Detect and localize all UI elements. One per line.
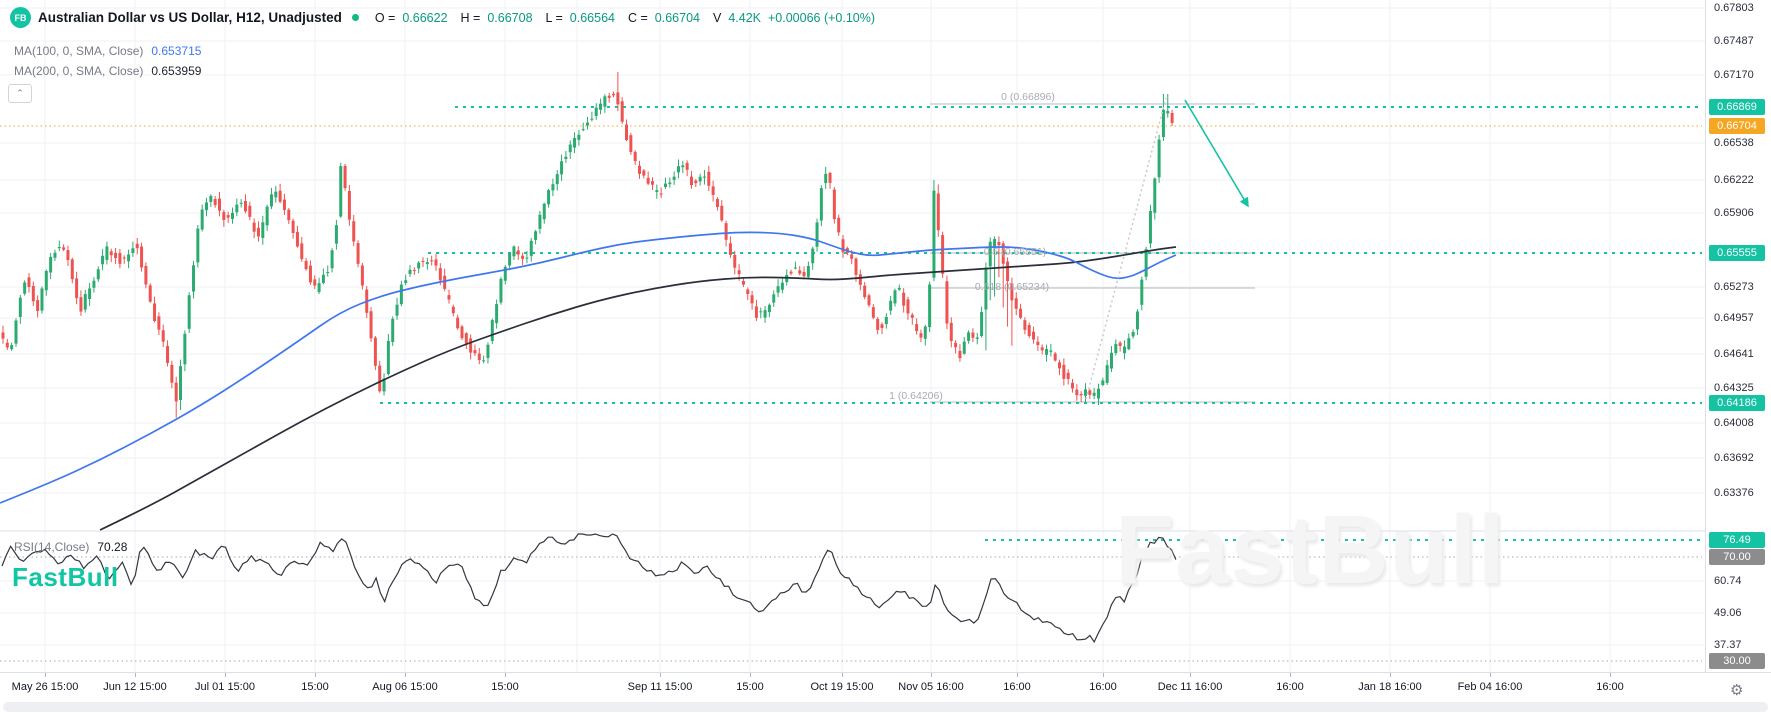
price-axis-badge: 0.64186 [1709, 395, 1765, 411]
time-tick-mark [45, 673, 46, 677]
time-tick-mark [505, 673, 506, 677]
volume-value: 4.42K [728, 10, 761, 25]
price-axis-label: 0.66538 [1714, 137, 1754, 149]
rsi-axis-label: 37.37 [1714, 639, 1742, 651]
symbol-title: Australian Dollar vs US Dollar, H12, Una… [38, 10, 342, 25]
time-tick-mark [842, 673, 843, 677]
price-axis-label: 0.66222 [1714, 174, 1754, 186]
time-axis-label: 16:00 [1003, 681, 1031, 693]
chart-header: FB Australian Dollar vs US Dollar, H12, … [10, 7, 875, 28]
time-tick-mark [660, 673, 661, 677]
time-tick-mark [135, 673, 136, 677]
fib-label: 1 (0.64206) [889, 390, 943, 402]
fib-label: 0.618 (0.65234) [974, 281, 1050, 293]
time-tick-mark [225, 673, 226, 677]
time-tick-mark [1390, 673, 1391, 677]
fastbull-wordmark: FastBull [12, 562, 119, 592]
status-dot-icon [351, 14, 359, 21]
time-axis-label: Aug 06 15:00 [372, 681, 438, 693]
rsi-value: 70.28 [97, 540, 128, 554]
ma200-label: MA(200, 0, SMA, Close) [14, 64, 144, 78]
time-axis-label: Nov 05 16:00 [898, 681, 964, 693]
rsi-legend[interactable]: RSI(14,Close) 70.28 [14, 540, 127, 554]
time-axis-label: Sep 11 15:00 [627, 681, 693, 693]
time-axis-label: Jun 12 15:00 [103, 681, 167, 693]
rsi-axis-label: 60.74 [1714, 575, 1742, 587]
time-axis-label: Jul 01 15:00 [195, 681, 255, 693]
close-label: C = [627, 10, 648, 25]
open-label: O = [374, 10, 396, 25]
time-axis-label: May 26 15:00 [11, 681, 79, 693]
time-tick-mark [1017, 673, 1018, 677]
low-value: 0.66564 [569, 10, 615, 25]
rsi-axis-badge: 76.49 [1709, 532, 1765, 548]
time-tick-mark [1610, 673, 1611, 677]
price-axis-label: 0.67487 [1714, 35, 1754, 47]
time-tick-mark [750, 673, 751, 677]
price-axis-badge: 0.66869 [1709, 99, 1765, 115]
price-axis-label: 0.63376 [1714, 487, 1754, 499]
high-value: 0.66708 [487, 10, 533, 25]
price-axis-label: 0.64008 [1714, 417, 1754, 429]
price-axis-label: 0.65273 [1714, 281, 1754, 293]
time-tick-mark [1290, 673, 1291, 677]
time-axis[interactable]: May 26 15:00 Jun 12 15:00 Jul 01 15:00 15:0… [0, 672, 1771, 702]
change-value: +0.00066 (+0.10%) [768, 10, 876, 25]
price-axis-label: 0.67803 [1714, 2, 1754, 14]
time-axis-label: 15:00 [301, 681, 329, 693]
time-axis-label: Feb 04 16:00 [1457, 681, 1523, 693]
time-axis-label: 15:00 [491, 681, 519, 693]
price-axis-label: 0.64325 [1714, 382, 1754, 394]
time-axis-label: 15:00 [736, 681, 764, 693]
high-label: H = [460, 10, 481, 25]
price-axis-badge: 0.66704 [1709, 118, 1765, 134]
ma100-legend[interactable]: MA(100, 0, SMA, Close) 0.653715 [14, 44, 201, 58]
time-tick-mark [931, 673, 932, 677]
fib-label: 0 (0.66896) [1001, 91, 1055, 103]
ma200-legend[interactable]: MA(200, 0, SMA, Close) 0.653959 [14, 64, 201, 78]
rsi-label: RSI(14,Close) [14, 540, 90, 554]
time-axis-label: Oct 19 15:00 [810, 681, 874, 693]
low-label: L = [545, 10, 563, 25]
fastbull-logo-badge[interactable]: FB [10, 7, 31, 28]
rsi-axis-label: 49.06 [1714, 607, 1742, 619]
ma200-value: 0.653959 [151, 64, 202, 78]
time-tick-mark [405, 673, 406, 677]
settings-gear-icon[interactable]: ⚙ [1730, 682, 1744, 699]
horizontal-scrollbar[interactable] [3, 702, 1768, 712]
price-axis-label: 0.64957 [1714, 312, 1754, 324]
fib-label: 0.5 (0.65551) [983, 246, 1047, 258]
open-value: 0.66622 [402, 10, 448, 25]
time-axis-label: 16:00 [1089, 681, 1117, 693]
collapse-button[interactable]: ⌃ [8, 84, 32, 103]
price-axis-badge: 0.65555 [1709, 245, 1765, 261]
time-axis-label: Jan 18 16:00 [1358, 681, 1422, 693]
ma100-value: 0.653715 [151, 44, 202, 58]
ma100-label: MA(100, 0, SMA, Close) [14, 44, 144, 58]
time-tick-mark [1103, 673, 1104, 677]
price-axis-label: 0.64641 [1714, 348, 1754, 360]
candles [1, 72, 1174, 418]
close-value: 0.66704 [654, 10, 700, 25]
price-axis-label: 0.63692 [1714, 452, 1754, 464]
time-axis-label: 16:00 [1596, 681, 1624, 693]
rsi-axis-badge: 70.00 [1709, 549, 1765, 565]
time-tick-mark [1490, 673, 1491, 677]
time-tick-mark [1190, 673, 1191, 677]
price-axis-label: 0.67170 [1714, 69, 1754, 81]
price-axis-label: 0.65906 [1714, 207, 1754, 219]
volume-label: V [712, 10, 722, 25]
price-axis[interactable]: 0.67803 0.67487 0.67170 0.66538 0.66222 0.659… [1705, 0, 1771, 700]
time-tick-mark [315, 673, 316, 677]
watermark: FastBull [1115, 495, 1506, 604]
rsi-axis-badge: 30.00 [1709, 653, 1765, 669]
time-axis-label: Dec 11 16:00 [1157, 681, 1223, 693]
time-axis-label: 16:00 [1276, 681, 1304, 693]
